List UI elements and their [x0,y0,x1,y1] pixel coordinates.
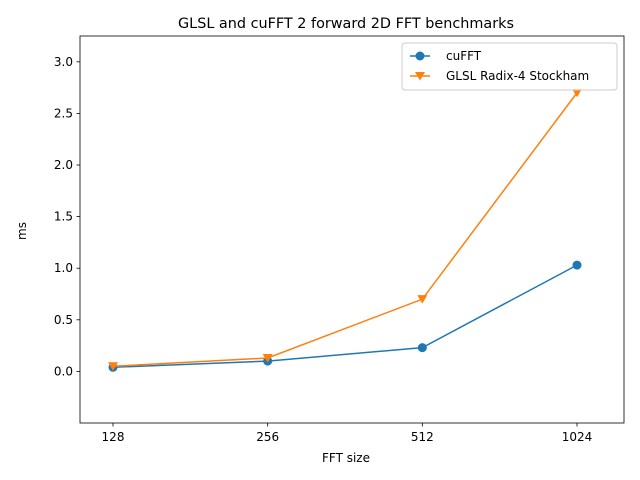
legend: cuFFT GLSL Radix-4 Stockham [401,42,618,91]
x-tick-label: 256 [256,430,279,444]
x-axis-label: FFT size [322,451,370,465]
data-point [108,362,118,371]
data-point [417,295,428,304]
legend-entry-label: GLSL Radix-4 Stockham [446,69,589,83]
y-tick-label: 2.5 [54,106,73,120]
y-tick-label: 2.0 [54,158,73,172]
x-tick-label: 1024 [562,430,593,444]
x-tick-label: 128 [102,430,125,444]
y-tick-label: 0.0 [54,364,73,378]
chart-title: GLSL and cuFFT 2 forward 2D FFT benchmar… [178,16,514,32]
y-tick-label: 0.5 [54,313,73,327]
data-point [262,353,273,363]
data-point [572,88,582,98]
series-line-2 [112,92,578,367]
legend-marker [415,51,425,61]
legend-entry-label: cuFFT [446,49,482,63]
y-axis-label: ms [15,222,29,240]
y-tick-label: 1.0 [54,261,73,275]
legend-box [401,42,618,91]
data-point [417,343,427,353]
y-tick-label: 3.0 [54,55,73,69]
y-tick-label: 1.5 [54,210,73,224]
x-tick-label: 512 [411,430,434,444]
legend-marker [415,72,425,81]
plot-frame [79,35,625,424]
series-line-1 [112,264,578,369]
data-point [572,260,582,270]
plot-area: 0.0 0.5 1.0 1.5 2.0 2.5 3.0 128 256 512 1024 [54,35,625,444]
